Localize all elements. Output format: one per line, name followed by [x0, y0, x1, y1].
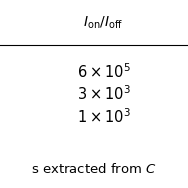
Text: $3 \times 10^{3}$: $3 \times 10^{3}$ — [77, 85, 130, 103]
Text: $1 \times 10^{3}$: $1 \times 10^{3}$ — [77, 107, 130, 126]
Text: $6 \times 10^{5}$: $6 \times 10^{5}$ — [77, 62, 130, 81]
Text: s extracted from $\it{C}$: s extracted from $\it{C}$ — [31, 162, 157, 176]
Text: $\it{I}_{\rm{on}}/\it{I}_{\rm{off}}$: $\it{I}_{\rm{on}}/\it{I}_{\rm{off}}$ — [83, 14, 124, 31]
